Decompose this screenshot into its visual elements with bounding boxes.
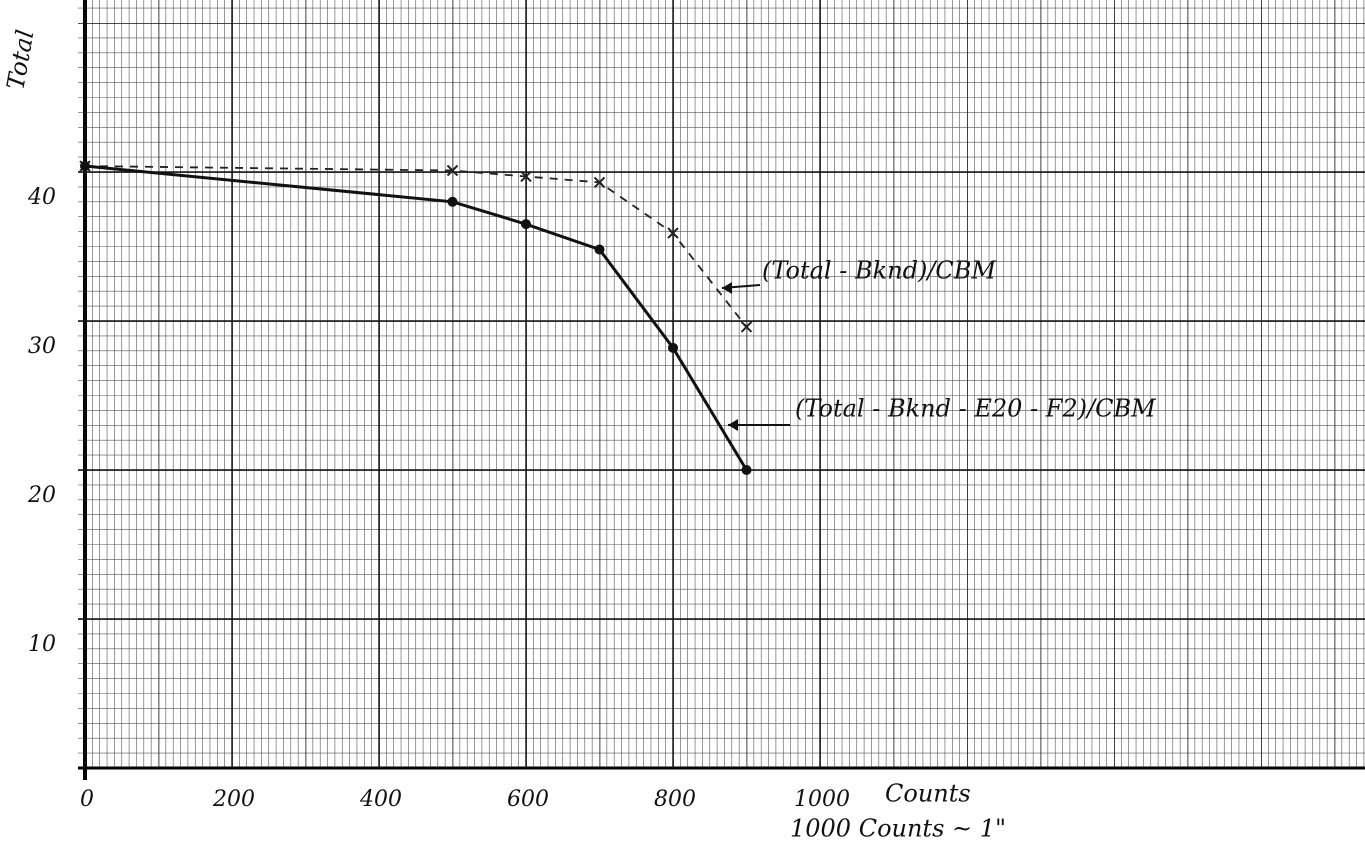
graph-paper (78, 0, 1365, 768)
x-tick-label: 200 (212, 787, 255, 812)
marker (520, 170, 532, 183)
y-tick-label: 20 (27, 483, 56, 508)
marker (446, 164, 459, 177)
x-axis-label: Counts (885, 780, 971, 808)
marker (668, 342, 678, 353)
marker (594, 244, 605, 255)
series-line (84, 164, 748, 471)
arrow-head (722, 282, 732, 294)
x-tick-label: 0 (80, 787, 94, 812)
marker (667, 227, 679, 239)
series-line (84, 165, 748, 328)
marker (521, 219, 531, 230)
marker (741, 465, 752, 475)
marker (593, 176, 606, 189)
marker (740, 321, 753, 333)
y-tick-label: 40 (27, 185, 56, 210)
scale-note: 1000 Counts ~ 1" (790, 815, 1006, 843)
series-label: (Total - Bknd)/CBM (762, 257, 997, 285)
y-tick-label: 10 (28, 632, 56, 657)
marker (80, 161, 90, 172)
x-tick-label: 400 (359, 787, 402, 812)
series-label: (Total - Bknd - E20 - F2)/CBM (795, 395, 1157, 423)
x-tick-label: 1000 (794, 787, 850, 812)
y-tick-label: 30 (28, 334, 56, 359)
arrow-head (728, 419, 738, 431)
x-tick-label: 800 (654, 787, 696, 812)
marker (447, 196, 458, 207)
x-tick-label: 600 (507, 787, 549, 812)
y-axis-label: Total (2, 28, 40, 92)
